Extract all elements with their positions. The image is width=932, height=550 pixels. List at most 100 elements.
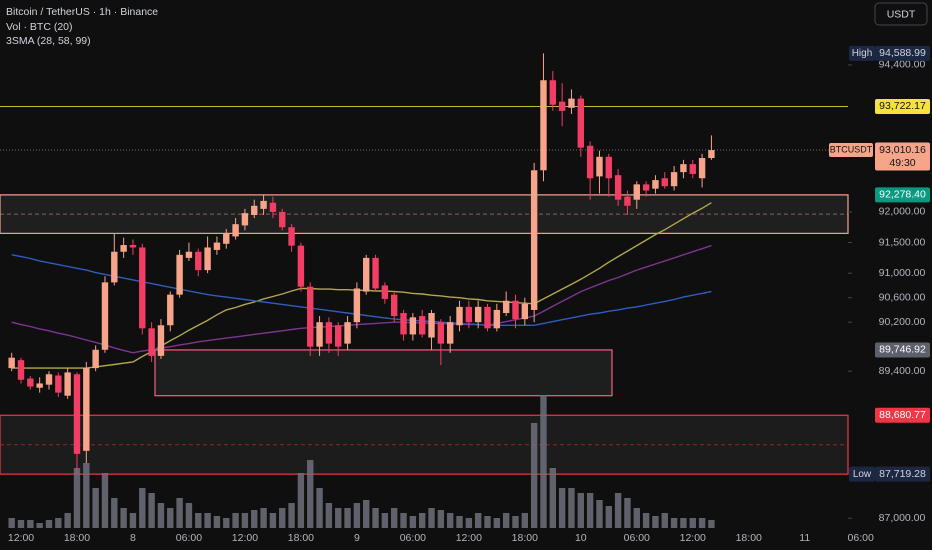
moving-average xyxy=(11,202,712,369)
candle-body xyxy=(111,251,118,283)
price-tag-value: 94,588.99 xyxy=(879,47,926,59)
candle-body xyxy=(335,325,342,347)
candle-body xyxy=(232,224,239,237)
volume-bar xyxy=(428,508,435,528)
candle-body xyxy=(568,98,575,108)
candle-body xyxy=(288,227,295,246)
candle-body xyxy=(698,158,706,179)
candle-body xyxy=(8,357,15,369)
volume-bar xyxy=(391,508,398,528)
volume-bar xyxy=(64,513,71,528)
price-tag xyxy=(875,342,930,358)
volume-bar xyxy=(232,513,239,528)
price-tag-name: High xyxy=(852,48,873,59)
volume-bar xyxy=(363,500,370,528)
volume-bar xyxy=(474,513,482,528)
candle-body xyxy=(204,247,211,271)
x-tick-label: 11 xyxy=(799,532,810,544)
price-tag-name-box xyxy=(849,45,875,61)
volume-bar xyxy=(157,503,165,528)
candle-body xyxy=(101,282,109,350)
candle-body xyxy=(512,300,519,320)
price-tag-name-box xyxy=(829,143,873,158)
candle-body xyxy=(139,247,146,329)
candle-body xyxy=(297,245,305,287)
candle-body xyxy=(316,322,323,347)
volume-bar xyxy=(577,493,584,528)
candle-body xyxy=(437,322,445,344)
volume-bar xyxy=(689,518,696,528)
volume-bar xyxy=(633,508,640,528)
volume-bar xyxy=(288,503,295,528)
ma-legend: 3SMA (28, 58, 99) xyxy=(6,35,91,47)
candle-body xyxy=(269,202,277,212)
volume-bar xyxy=(512,516,519,528)
volume-bar xyxy=(698,518,706,528)
currency-label[interactable]: USDT xyxy=(887,8,916,20)
volume-bar xyxy=(36,523,43,528)
volume-bar xyxy=(418,513,426,528)
volume-bar xyxy=(120,508,127,528)
volume-bar xyxy=(241,513,249,528)
volume-bar xyxy=(325,503,333,528)
volume-bar xyxy=(446,513,454,528)
candle-body xyxy=(586,145,594,179)
candle-body xyxy=(92,349,99,369)
candle-body xyxy=(661,178,668,187)
price-tag xyxy=(875,45,930,61)
candle-body xyxy=(73,374,81,454)
candle-body xyxy=(391,294,398,317)
candle-body xyxy=(55,375,62,393)
y-tick-label: 91,000.00 xyxy=(879,267,926,279)
candle-body xyxy=(148,328,155,356)
candle-body xyxy=(558,101,566,111)
zone xyxy=(154,349,613,397)
volume-bar xyxy=(642,513,650,528)
volume-bar xyxy=(400,513,407,528)
candle-body xyxy=(45,374,53,385)
volume-bar xyxy=(661,513,668,528)
candle-body xyxy=(577,98,584,148)
x-tick-label: 12:00 xyxy=(456,532,482,544)
price-tag xyxy=(875,466,930,482)
x-tick-label: 06:00 xyxy=(400,532,426,544)
volume-bar xyxy=(195,513,202,528)
candle-body xyxy=(670,172,678,187)
candle-body xyxy=(185,251,193,258)
candle-body xyxy=(605,156,612,179)
volume-bar xyxy=(204,513,211,528)
x-tick-label: 18:00 xyxy=(736,532,762,544)
candle-body xyxy=(549,80,557,105)
volume-bar xyxy=(45,520,53,528)
x-tick-label: 06:00 xyxy=(624,532,650,544)
candle-body xyxy=(446,322,454,344)
volume-bar xyxy=(409,516,417,528)
candle-body xyxy=(372,257,379,289)
candle-body xyxy=(241,213,249,226)
volume-bar xyxy=(129,513,137,528)
volume-bar xyxy=(521,513,529,528)
volume-bar xyxy=(502,513,510,528)
candle-body xyxy=(36,383,43,388)
candle-body xyxy=(409,317,417,335)
price-tag xyxy=(875,187,930,203)
volume-bar xyxy=(335,508,342,528)
volume-bar xyxy=(307,460,314,528)
x-tick-label: 9 xyxy=(354,532,360,544)
x-tick-label: 06:00 xyxy=(848,532,874,544)
candle-body xyxy=(279,211,286,228)
volume-bar xyxy=(27,520,34,528)
volume-legend: Vol · BTC (20) xyxy=(6,21,73,33)
y-tick-label: 90,200.00 xyxy=(879,316,926,328)
y-tick-label: 92,000.00 xyxy=(879,206,926,218)
volume-bar xyxy=(213,516,221,528)
volume-bar xyxy=(540,395,547,528)
candle-body xyxy=(624,196,631,206)
volume-bar xyxy=(596,500,603,528)
currency-button[interactable] xyxy=(874,2,928,26)
volume-bar xyxy=(139,488,146,528)
candle-body xyxy=(502,300,510,314)
price-tag xyxy=(875,98,930,114)
